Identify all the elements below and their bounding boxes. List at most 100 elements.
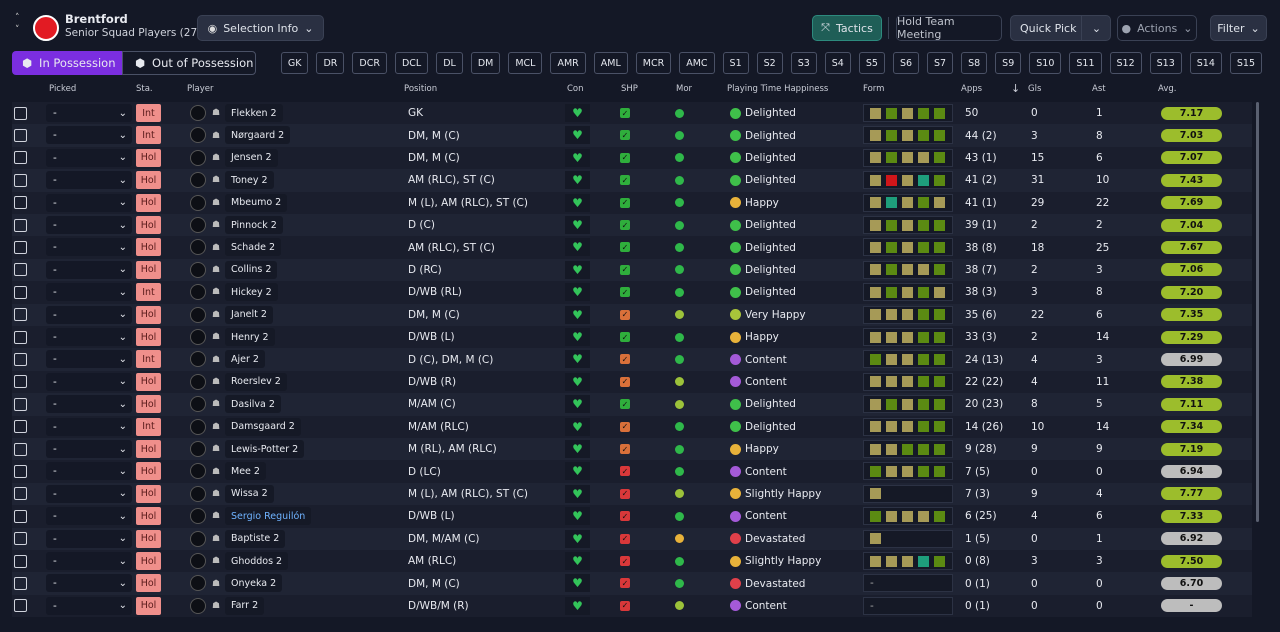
picked-dropdown[interactable]: - ⌄ <box>46 462 132 481</box>
picked-dropdown[interactable]: - ⌄ <box>46 507 132 526</box>
collapse-arrows[interactable]: ˄ ˅ <box>15 13 20 35</box>
picked-dropdown[interactable]: - ⌄ <box>46 529 132 548</box>
checkbox[interactable] <box>14 128 27 142</box>
picked-dropdown[interactable]: - ⌄ <box>46 328 132 346</box>
player-name-box[interactable]: Sergio Reguilón <box>225 507 312 526</box>
picked-dropdown[interactable]: - ⌄ <box>46 372 132 391</box>
player-row[interactable]: - ⌄ Int ☗ Hickey 2 D/WB (RL) ♥ ✓ Delighted 38 (3)… <box>12 281 1252 304</box>
tab-out-of-possession[interactable]: ⬢ Out of Possession <box>122 51 256 75</box>
picked-dropdown[interactable]: - ⌄ <box>46 596 132 615</box>
player-name-box[interactable]: Onyeka 2 <box>225 574 283 593</box>
checkbox[interactable] <box>14 554 27 568</box>
position-button[interactable]: S14 <box>1189 52 1222 74</box>
picked-dropdown[interactable]: - ⌄ <box>46 350 132 369</box>
checkbox[interactable] <box>14 106 27 120</box>
checkbox[interactable] <box>14 599 27 613</box>
position-button[interactable]: AMR <box>550 52 586 74</box>
position-button[interactable]: DCL <box>394 52 429 74</box>
position-button[interactable]: AMC <box>679 52 715 74</box>
checkbox[interactable] <box>14 420 27 434</box>
picked-dropdown[interactable]: - ⌄ <box>46 193 132 212</box>
player-row[interactable]: - ⌄ Hol ☗ Henry 2 D/WB (L) ♥ ✓ Happy 33 (3) 2 14 7.2… <box>12 326 1252 349</box>
player-row[interactable]: - ⌄ Hol ☗ Ghoddos 2 AM (RLC) ♥ ✓ Slightly Happy 0… <box>12 550 1252 573</box>
column-header[interactable]: Mor <box>676 84 693 94</box>
position-button[interactable]: S5 <box>858 52 885 74</box>
picked-dropdown[interactable]: - ⌄ <box>46 104 132 122</box>
checkbox[interactable] <box>14 487 27 501</box>
checkbox[interactable] <box>14 240 27 254</box>
player-name-box[interactable]: Pinnock 2 <box>225 216 283 234</box>
tab-in-possession[interactable]: ⬢ In Possession <box>12 51 122 75</box>
column-header[interactable]: Playing Time Happiness <box>727 84 829 94</box>
player-name-box[interactable]: Mbeumo 2 <box>225 193 288 212</box>
picked-dropdown[interactable]: - ⌄ <box>46 171 132 190</box>
filter-button[interactable]: Filter ⌄ <box>1210 15 1267 41</box>
tactics-button[interactable]: ⤧ Tactics <box>812 15 882 41</box>
player-row[interactable]: - ⌄ Hol ☗ Dasilva 2 M/AM (C) ♥ ✓ Delighted 20 (23… <box>12 393 1252 416</box>
position-button[interactable]: S6 <box>892 52 920 74</box>
player-name-box[interactable]: Baptiste 2 <box>225 529 286 548</box>
player-name-box[interactable]: Wissa 2 <box>225 484 274 503</box>
column-header[interactable]: Position <box>404 84 438 94</box>
column-header[interactable]: Gls <box>1028 84 1042 94</box>
picked-dropdown[interactable]: - ⌄ <box>46 417 132 436</box>
position-button[interactable]: MCL <box>508 52 543 74</box>
picked-dropdown[interactable]: - ⌄ <box>46 552 132 570</box>
picked-dropdown[interactable]: - ⌄ <box>46 238 132 257</box>
checkbox[interactable] <box>14 397 27 411</box>
checkbox[interactable] <box>14 509 27 523</box>
picked-dropdown[interactable]: - ⌄ <box>46 260 132 279</box>
player-name-box[interactable]: Janelt 2 <box>225 305 273 324</box>
checkbox[interactable] <box>14 532 27 546</box>
player-row[interactable]: - ⌄ Hol ☗ Baptiste 2 DM, M/AM (C) ♥ ✓ Devastated… <box>12 527 1252 550</box>
player-row[interactable]: - ⌄ Int ☗ Flekken 2 GK ♥ ✓ Delighted 50 0 1 7.17 <box>12 102 1252 125</box>
position-button[interactable]: S7 <box>927 52 954 74</box>
picked-dropdown[interactable]: - ⌄ <box>46 440 132 458</box>
player-name-box[interactable]: Ghoddos 2 <box>225 552 289 570</box>
checkbox[interactable] <box>14 375 27 389</box>
position-button[interactable]: S15 <box>1229 52 1262 74</box>
checkbox[interactable] <box>14 218 27 232</box>
position-button[interactable]: DL <box>436 52 463 74</box>
position-button[interactable]: S1 <box>722 52 749 74</box>
checkbox[interactable] <box>14 308 27 322</box>
position-button[interactable]: S3 <box>790 52 817 74</box>
checkbox[interactable] <box>14 285 27 299</box>
player-name-box[interactable]: Roerslev 2 <box>225 372 287 391</box>
position-button[interactable]: S9 <box>995 52 1022 74</box>
picked-dropdown[interactable]: - ⌄ <box>46 305 132 324</box>
actions-button[interactable]: ● Actions ⌄ <box>1117 15 1197 41</box>
player-row[interactable]: - ⌄ Int ☗ Damsgaard 2 M/AM (RLC) ♥ ✓ Delighted 14… <box>12 415 1252 438</box>
player-row[interactable]: - ⌄ Hol ☗ Onyeka 2 DM, M (C) ♥ ✓ Devastated -0 (1… <box>12 572 1252 595</box>
player-name-box[interactable]: Damsgaard 2 <box>225 417 301 436</box>
position-button[interactable]: DR <box>316 52 345 74</box>
player-name-box[interactable]: Lewis-Potter 2 <box>225 440 305 458</box>
player-row[interactable]: - ⌄ Int ☗ Nørgaard 2 DM, M (C) ♥ ✓ Delighted 44 (… <box>12 124 1252 147</box>
column-header[interactable]: Con <box>567 84 584 94</box>
player-row[interactable]: - ⌄ Hol ☗ Toney 2 AM (RLC), ST (C) ♥ ✓ Delighted… <box>12 169 1252 192</box>
player-name-box[interactable]: Mee 2 <box>225 462 266 481</box>
checkbox[interactable] <box>14 442 27 456</box>
picked-dropdown[interactable]: - ⌄ <box>46 395 132 414</box>
column-header[interactable]: Sta. <box>136 84 153 94</box>
position-button[interactable]: S13 <box>1149 52 1182 74</box>
player-row[interactable]: - ⌄ Hol ☗ Roerslev 2 D/WB (R) ♥ ✓ Content 22 (22)… <box>12 370 1252 394</box>
position-button[interactable]: DCR <box>352 52 387 74</box>
checkbox[interactable] <box>14 330 27 344</box>
position-button[interactable]: S11 <box>1069 52 1102 74</box>
column-header[interactable]: SHP <box>621 84 638 94</box>
player-name-box[interactable]: Dasilva 2 <box>225 395 281 414</box>
player-row[interactable]: - ⌄ Hol ☗ Farr 2 D/WB/M (R) ♥ ✓ Content -0 (1) 0 0- <box>12 594 1252 618</box>
selection-info-button[interactable]: ◉ Selection Info ⌄ <box>197 15 324 41</box>
position-button[interactable]: DM <box>470 52 501 74</box>
player-name-box[interactable]: Ajer 2 <box>225 350 265 369</box>
column-header[interactable]: Ast <box>1092 84 1106 94</box>
picked-dropdown[interactable]: - ⌄ <box>46 148 132 167</box>
picked-dropdown[interactable]: - ⌄ <box>46 126 132 145</box>
checkbox[interactable] <box>14 173 27 187</box>
